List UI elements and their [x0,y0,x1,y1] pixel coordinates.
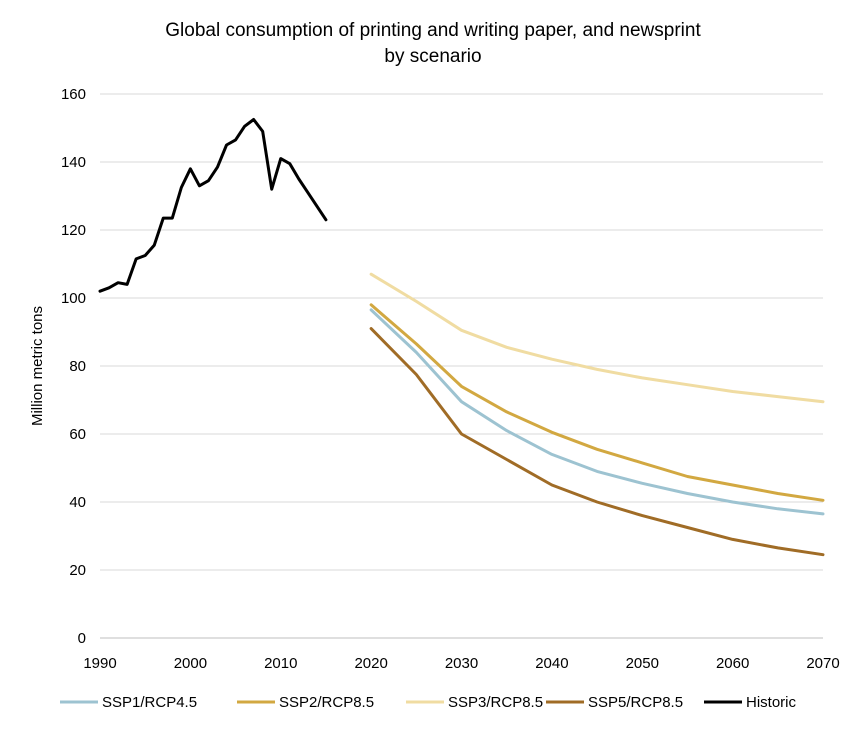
y-tick-label: 140 [61,154,86,171]
chart-title: Global consumption of printing and writi… [165,20,701,41]
x-tick-label: 2050 [626,655,659,672]
x-tick-label: 2000 [174,655,207,672]
legend-label: SSP1/RCP4.5 [102,694,197,711]
y-tick-label: 120 [61,222,86,239]
y-tick-label: 60 [69,426,86,443]
legend-item: SSP2/RCP8.5 [237,694,374,711]
x-tick-label: 2020 [354,655,387,672]
y-tick-label: 40 [69,494,86,511]
series-lines [98,118,825,557]
legend: SSP1/RCP4.5 SSP2/RCP8.5 SSP3/RCP8.5 SSP5/RC… [60,694,797,711]
y-tick-label: 20 [69,562,86,579]
x-tick-label: 2070 [806,655,839,672]
y-axis-label: Million metric tons [29,306,46,426]
series-line-ssp3-rcp8-5 [369,272,825,404]
legend-label: SSP2/RCP8.5 [279,694,374,711]
y-tick-label: 160 [61,86,86,103]
legend-item: SSP1/RCP4.5 [60,694,197,711]
legend-label: SSP3/RCP8.5 [448,694,543,711]
y-tick-label: 0 [78,630,86,647]
chart-subtitle: by scenario [384,46,481,67]
x-tick-label: 1990 [83,655,116,672]
series-line-ssp2-rcp8-5 [369,303,825,502]
legend-item: Historic [704,694,797,711]
x-tick-label: 2010 [264,655,297,672]
legend-label: Historic [746,694,797,711]
y-tick-label: 80 [69,358,86,375]
y-tick-label: 100 [61,290,86,307]
x-tick-label: 2040 [535,655,568,672]
series-line-ssp1-rcp4-5 [369,308,825,516]
legend-label: SSP5/RCP8.5 [588,694,683,711]
series-line-historic [98,118,328,293]
x-tick-label: 2030 [445,655,478,672]
legend-item: SSP3/RCP8.5 [406,694,543,711]
series-line-ssp5-rcp8-5 [369,327,825,557]
x-tick-label: 2060 [716,655,749,672]
legend-item: SSP5/RCP8.5 [546,694,683,711]
